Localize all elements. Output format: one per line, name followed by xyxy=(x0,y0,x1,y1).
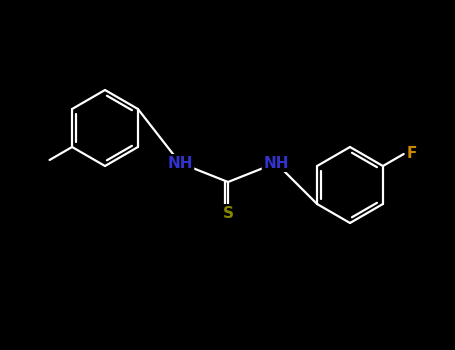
Text: NH: NH xyxy=(167,155,193,170)
Text: S: S xyxy=(222,205,233,220)
Text: NH: NH xyxy=(263,155,289,170)
Text: F: F xyxy=(406,147,417,161)
